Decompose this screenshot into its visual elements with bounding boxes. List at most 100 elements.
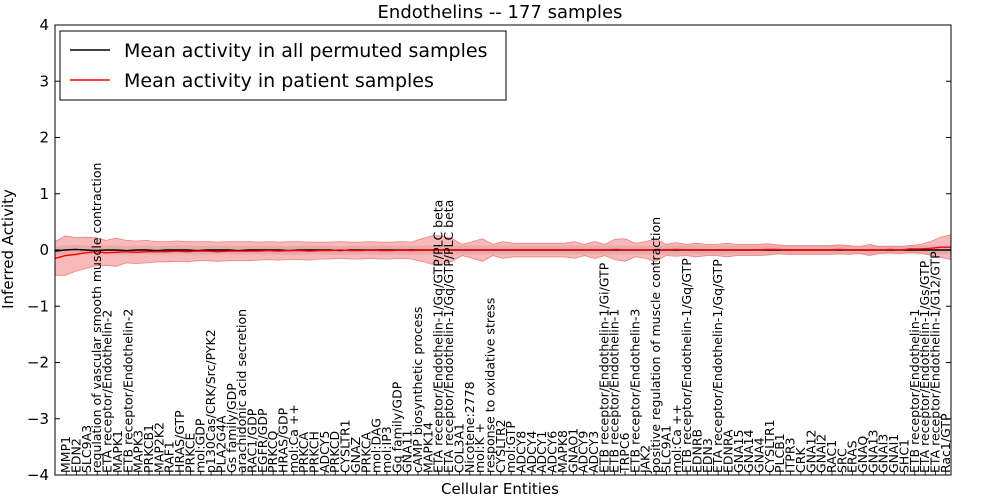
x-axis-label: Cellular Entities [441,480,559,498]
x-tick-label: ADCY9 [576,431,591,473]
x-tick-label: ITPR3 [783,438,798,474]
x-tick-label: MAPK1 [110,430,125,473]
x-tick-label: ADCY6 [545,431,560,473]
x-tick-label: RAF1 [162,441,177,473]
chart-title: Endothelins -- 177 samples [378,2,623,23]
x-tick-label: GNA4 [752,437,767,473]
x-tick-label: PLCB1 [772,433,787,473]
x-tick-label: GNA12 [803,430,818,474]
y-axis-label: Inferred Activity [0,189,17,309]
activity-lines [54,246,951,260]
x-tick-label: ETB receptor/Endothelin-3 [627,309,642,473]
x-tick-label: Nicotene:2778 [462,381,477,473]
x-tick-label: CYSLTR1 [762,419,777,473]
x-tick-label: regulation of vascular smooth muscle con… [89,163,104,473]
y-tick-label: −2 [27,354,49,372]
x-tick-label: ETA receptor/Endothelin-1/Gq/GTP [710,259,725,473]
x-tick-label: ETA receptor/Endothelin-2 [100,310,115,473]
x-tick-label: CYSLTR2 [493,419,508,473]
x-tick-label: mol:DAG [369,418,384,473]
x-tick-label: Rac1/GTP [938,413,953,473]
x-tick-label: ETB receptor/Endothelin-1/Gi/GTP [596,262,611,473]
x-tick-label: Gq family/GDP [389,381,404,473]
legend: Mean activity in all permuted samples Me… [59,30,507,101]
x-tick-label: GNA13 [865,430,880,474]
x-tick-label: ADCY4 [524,431,539,473]
y-tick-label: 4 [39,16,49,34]
y-tick-label: −4 [27,466,49,484]
x-tick-label: EGFR/GDP [255,408,270,473]
x-tick-label: CYSLTR1 [338,419,353,473]
y-tick-label: 1 [39,185,49,203]
x-tick-label: mol:K + [472,423,487,473]
x-tick-label: SHC1 [896,439,911,473]
x-tick-label: HRAS/GDP [276,407,291,473]
x-tick-label: PRKCH [307,431,322,473]
legend-entry-patient: Mean activity in patient samples [124,70,434,92]
x-tick-label: mol:GTP [503,421,518,473]
x-tick-label: PRKCQ [265,431,280,473]
x-tick-label: positive regulation of muscle contractio… [648,217,663,473]
activity-bands [54,234,952,276]
x-tick-label: SRC [834,448,849,473]
y-tick-label: −1 [27,297,49,315]
x-tick-label: COL3A1 [451,423,466,473]
x-tick-label: ETB receptor/Endothelin-1/Gq/GTP [679,258,694,473]
x-tick-label: PRKCA [296,432,311,473]
x-tick-label: SLC9A3 [79,425,94,473]
patient-spread-band [54,234,952,276]
plot-frame [54,24,952,476]
x-tick-label: ETA receptor/Endothelin-1/G12/GTP [927,251,942,473]
x-tick-label: JAK2 [638,445,653,474]
x-tick-label: Gs family/GDP [224,383,239,473]
y-tick-label: 2 [39,129,49,147]
x-tick-label: TRPC6 [617,432,632,474]
x-tick-label: mol:GDP [193,418,208,473]
x-tick-label: MAPK3 [131,430,146,473]
x-tick-label: MAPK14 [420,422,435,473]
patient-mean-line [54,246,951,260]
legend-entry-permuted: Mean activity in all permuted samples [124,40,487,62]
legend-box [59,30,507,101]
y-tick-label: 0 [39,241,49,259]
x-tick-label: PRKCB1 [141,424,156,473]
x-tick-label: ETA receptor/Endothelin-1/Gq/GTP/PLC bet… [431,200,446,473]
x-tick-label: ETB receptor/Endothelin-1 [907,309,922,473]
x-tick-label: EDN3 [700,438,715,473]
x-tick-label: PLA2G4A [213,415,228,473]
x-tick-label: ETA receptor/Endothelin-1/Gs/GTP [917,260,932,473]
x-tick-label: mol:IP3 [379,426,394,473]
x-tick-label: SLC9A1 [658,425,673,473]
x-tick-label: PRKCA [358,432,373,473]
x-tick-label: response to oxidative stress [482,298,497,473]
x-tick-label: arachidonic acid secretion [234,309,249,473]
x-tick-label: EDNRB [689,429,704,473]
x-tick-label: CRK [793,447,808,473]
y-tick-label: 3 [39,72,49,90]
x-tick-label: GNA15 [731,430,746,474]
x-tick-label: p130Cas/CRK/Src/PYK2 [203,329,218,473]
x-tick-label: ERAS [845,440,860,473]
x-tick-label: cAMP biosynthetic process [410,307,425,473]
x-tick-label: GNAI2 [814,434,829,473]
x-tick-label: ADCY1 [534,431,549,473]
x-tick-label: ETB receptor/Endothelin-2 [120,309,135,473]
x-tick-label: RAC1/GDP [244,408,259,473]
x-tick-label: GNA11 [400,430,415,474]
x-tick-label: PRKCE [182,433,197,473]
x-tick-label: ADCY8 [514,431,529,473]
x-tick-label: HRAS/GTP [172,410,187,473]
y-ticks: 4 3 2 1 0 −1 −2 −3 −4 [27,16,951,484]
x-tick-label: GNAI1 [886,434,901,473]
x-tick-label: MMP1 [58,436,73,473]
x-tick-label: EDN2 [69,438,84,473]
y-tick-label: −3 [27,410,49,428]
x-tick-label: ADCY3 [586,431,601,473]
x-tick-label: GNAQ [855,436,870,473]
x-tick-label: ETA receptor/Endothelin-1/Gq/GTP/PLC bet… [441,200,456,473]
x-tick-label: GNAI3 [876,434,891,473]
x-tick-label: RAC1 [824,440,839,473]
x-tick-label: EDNRA [721,429,736,473]
x-tick-label: GNAO1 [565,428,580,473]
